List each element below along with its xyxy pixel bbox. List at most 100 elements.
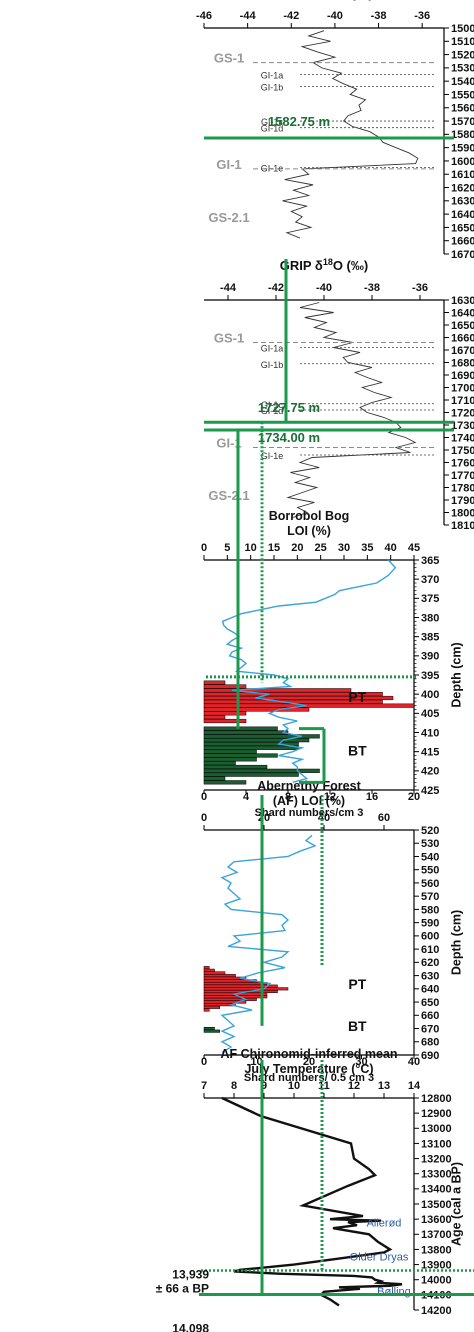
borrobol-bar-BT: [203, 780, 247, 785]
panel-temperature: 1280012900130001310013200133001340013500…: [156, 1047, 474, 1332]
grip-marker-label: 1727.75 m: [258, 400, 320, 415]
borrobol-bar-BT: [203, 764, 268, 770]
x-tick-label: 1660: [451, 236, 474, 248]
y-tick-label: 10: [288, 1080, 300, 1092]
x-tick-label: 610: [421, 944, 439, 956]
x-tick-label: 1530: [451, 63, 474, 75]
x-tick-label: 410: [421, 727, 439, 739]
abernethy-ylabel-line: (AF) LOI (%): [273, 794, 345, 808]
y-tick-label: 0: [201, 542, 207, 554]
x-tick-label: 13500: [421, 1199, 452, 1211]
x-tick-label: 13100: [421, 1138, 452, 1150]
grip-ylabel: GRIP δ18O (‰): [280, 257, 368, 273]
x-tick-label: 1810: [451, 520, 474, 532]
abernethy-bar-PT: [203, 971, 226, 975]
x-tick-label: 1780: [451, 482, 474, 494]
x-tick-label: 375: [421, 593, 439, 605]
x-tick-label: 13800: [421, 1244, 452, 1256]
borrobol-bar-BT: [203, 768, 320, 773]
abernethy-bar-BT: [203, 1029, 220, 1033]
event-label: GI-1a: [261, 71, 284, 81]
y-tick-label: 9: [261, 1080, 267, 1092]
x-tick-label: 1570: [451, 116, 474, 128]
borrobol-bar-BT: [203, 730, 289, 735]
abernethy-bar-PT: [203, 976, 247, 980]
ngrip-ylabel: NGRIP δ18O (‰): [275, 0, 373, 1]
period-label: Older Dryas: [350, 1252, 409, 1264]
abernethy-bar-PT: [203, 974, 236, 978]
y-tick-label: -42: [268, 282, 284, 294]
borrobol-bar-PT: [203, 715, 226, 720]
x-tick-label: 420: [421, 766, 439, 778]
borrobol-bar-PT: [203, 718, 247, 724]
y-tick-label: -38: [371, 10, 387, 22]
borrobol-series-label-PT: PT: [348, 689, 366, 705]
y-tick-label: 10: [245, 542, 257, 554]
temperature-ylabel-line: AF Chironomid-inferred mean: [220, 1047, 397, 1061]
ngrip-marker-label: 1582.75 m: [268, 114, 330, 129]
grip-marker-label: 1734.00 m: [258, 430, 320, 445]
x-tick-label: 690: [421, 1050, 439, 1062]
x-tick-label: 530: [421, 838, 439, 850]
y-tick-label: -36: [412, 282, 428, 294]
abernethy-y2label: Shard numbers/ 0.5 cm 3: [244, 1072, 374, 1084]
event-label: GS-2.1: [208, 210, 249, 225]
y-tick-label: 20: [291, 542, 303, 554]
borrobol-bar-PT: [203, 703, 415, 708]
y2-tick-label: 40: [408, 1056, 420, 1068]
y2-tick-label: 10: [250, 1056, 262, 1068]
y-tick-label: 20: [258, 812, 270, 824]
x-tick-label: 380: [421, 612, 439, 624]
period-label: Bølling: [377, 1286, 411, 1298]
panel-grip: 1630164016501660167016801690170017101720…: [204, 257, 474, 532]
borrobol-bar-BT: [203, 772, 299, 777]
borrobol-bar-PT: [203, 688, 352, 693]
x-tick-label: 1760: [451, 457, 474, 469]
event-label: GI-1d: [261, 406, 284, 416]
x-tick-label: 1600: [451, 156, 474, 168]
x-tick-label: 1650: [451, 320, 474, 332]
x-tick-label: 395: [421, 670, 439, 682]
x-tick-label: 390: [421, 651, 439, 663]
borrobol-bar-BT: [203, 776, 226, 781]
grip-data-line: [286, 302, 417, 518]
x-tick-label: 1500: [451, 23, 474, 35]
x-tick-label: 1520: [451, 49, 474, 61]
x-tick-label: 1660: [451, 332, 474, 344]
y-tick-label: -44: [240, 10, 257, 22]
event-label: GS-2.1: [208, 488, 249, 503]
abernethy-bar-PT: [203, 1005, 220, 1009]
borrobol-bar-BT: [203, 745, 299, 750]
borrobol-bar-BT: [203, 738, 310, 743]
x-tick-label: 1590: [451, 142, 474, 154]
borrobol-series-label-BT: BT: [348, 743, 367, 759]
y-tick-label: 40: [385, 542, 397, 554]
event-label: GS-1: [214, 331, 244, 346]
x-tick-label: 405: [421, 708, 439, 720]
y-tick-label: 45: [408, 542, 420, 554]
x-tick-label: 1670: [451, 345, 474, 357]
x-tick-label: 1680: [451, 357, 474, 369]
abernethy-bar-PT: [203, 997, 257, 1001]
y-tick-label: 7: [201, 1080, 207, 1092]
x-tick-label: 1650: [451, 222, 474, 234]
x-tick-label: 370: [421, 574, 439, 586]
x-tick-label: 640: [421, 984, 439, 996]
event-label: GI-1c: [261, 400, 284, 410]
x-tick-label: 1640: [451, 307, 474, 319]
borrobol-bar-BT: [203, 757, 257, 762]
x-tick-label: 1560: [451, 103, 474, 115]
abernethy-bar-PT: [203, 968, 215, 972]
x-tick-label: 1640: [451, 209, 474, 221]
x-tick-label: 13300: [421, 1169, 452, 1181]
borrobol-bar-PT: [203, 707, 310, 712]
y-tick-label: 35: [361, 542, 373, 554]
x-tick-label: 1700: [451, 382, 474, 394]
borrobol-bar-BT: [203, 734, 320, 739]
x-tick-label: 1670: [451, 249, 474, 261]
temperature-ylabel-line: July Temperature (°C): [244, 1062, 373, 1076]
event-label: GI-1e: [261, 164, 284, 174]
borrobol-bar-BT: [203, 749, 257, 754]
